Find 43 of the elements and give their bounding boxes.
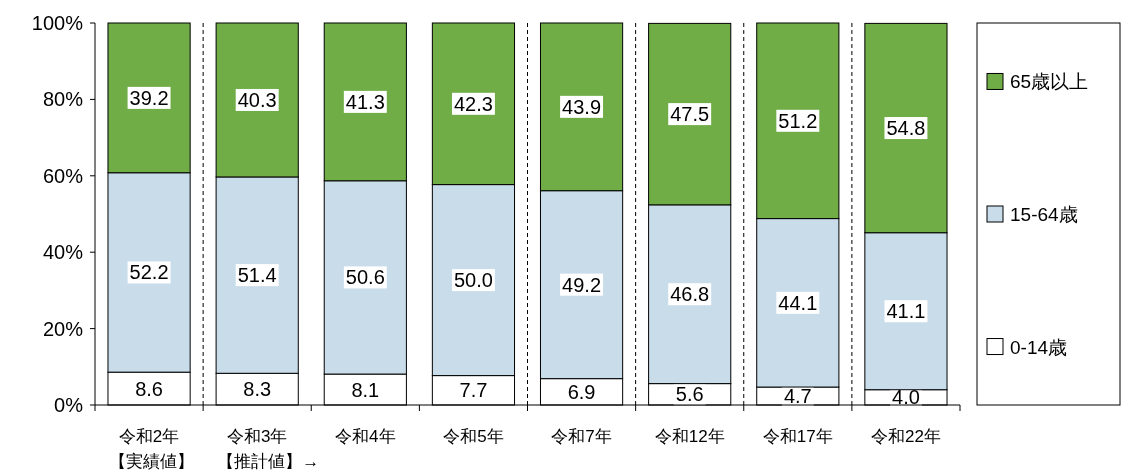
x-tick-label: 令和12年 (654, 427, 725, 446)
x-tick-label: 令和22年 (870, 427, 941, 446)
data-label: 41.1 (886, 300, 926, 323)
data-label: 8.1 (351, 378, 380, 401)
data-label: 39.2 (129, 86, 169, 109)
y-tick-label: 100% (31, 12, 84, 34)
data-label: 4.0 (892, 386, 920, 409)
y-tick-label: 60% (42, 164, 84, 187)
legend-label: 15-64歳 (1010, 204, 1078, 225)
data-label: 41.3 (345, 90, 385, 113)
legend-label: 0-14歳 (1010, 336, 1068, 358)
data-label: 47.5 (670, 103, 710, 126)
data-label: 7.7 (459, 379, 488, 402)
data-label: 51.4 (237, 264, 277, 287)
x-tick-label: 令和4年 (335, 427, 396, 446)
y-tick-label: 20% (42, 317, 84, 340)
data-label: 50.0 (453, 269, 493, 292)
x-tick-label: 令和17年 (762, 427, 833, 446)
x-tick-label: 令和5年 (443, 427, 504, 446)
data-label: 4.7 (783, 385, 812, 408)
x-tick-label: 令和3年 (226, 427, 288, 446)
data-label: 40.3 (237, 88, 277, 111)
data-label: 52.2 (129, 261, 169, 284)
y-tick-label: 80% (42, 88, 84, 111)
text: 【推計値】→ (217, 452, 320, 471)
data-label: 8.3 (243, 378, 272, 401)
data-label: 54.8 (886, 117, 926, 140)
y-tick-label: 0% (54, 394, 84, 416)
data-label: 49.2 (562, 273, 602, 296)
data-label: 5.6 (675, 383, 704, 406)
data-label: 43.9 (562, 95, 602, 118)
x-tick-label: 令和7年 (551, 427, 612, 446)
data-label: 6.9 (567, 380, 596, 403)
data-label: 50.6 (345, 266, 385, 289)
data-label: 42.3 (453, 92, 493, 115)
data-label: 51.2 (778, 109, 818, 132)
data-label: 44.1 (778, 291, 818, 314)
data-label: 8.6 (135, 377, 163, 400)
text: 【実績値】 (109, 452, 195, 471)
data-label: 46.8 (670, 283, 710, 306)
x-tick-label: 令和2年 (118, 427, 180, 446)
y-tick-label: 40% (42, 241, 84, 264)
legend-label: 65歳以上 (1010, 71, 1089, 93)
